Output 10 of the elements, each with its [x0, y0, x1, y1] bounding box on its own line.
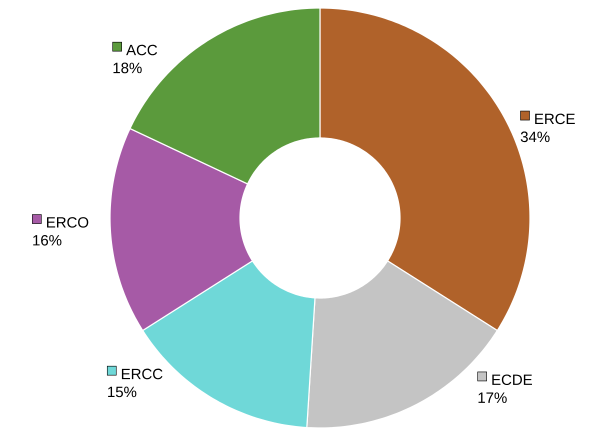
- data-label: 16%: [33, 234, 62, 246]
- legend-label: ERCE: [535, 114, 575, 124]
- data-label: 17%: [478, 392, 507, 403]
- legend-label: ACC: [126, 44, 158, 56]
- data-label: 18%: [113, 62, 142, 74]
- legend-label: ECDE: [492, 374, 532, 386]
- data-label: 34%: [520, 132, 550, 142]
- legend-label: ERCC: [122, 368, 162, 380]
- data-label: 15%: [108, 386, 136, 398]
- legend-label: ERCO: [47, 217, 88, 228]
